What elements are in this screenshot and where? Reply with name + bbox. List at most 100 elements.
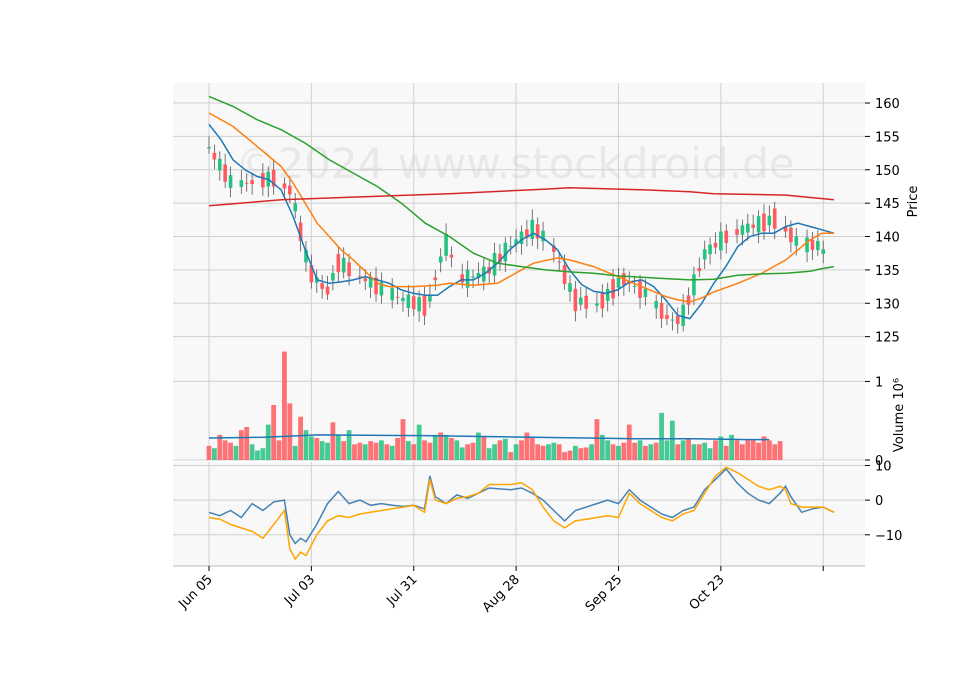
candle	[816, 230, 820, 256]
volume-bar	[589, 444, 594, 460]
candle	[600, 284, 605, 318]
volume-bar	[287, 403, 293, 460]
volume-bar	[400, 419, 406, 460]
candle	[756, 210, 761, 244]
volume-bar	[379, 440, 384, 460]
volume-bar	[470, 442, 476, 460]
volume-bar	[718, 436, 724, 460]
price-tick-label: 155	[875, 130, 900, 145]
volume-bar	[314, 438, 320, 460]
ma_200-line	[208, 187, 835, 207]
volume-bar	[217, 434, 223, 460]
osc_slow-line	[208, 466, 835, 561]
volume-bar	[513, 444, 519, 460]
candle	[465, 260, 470, 298]
volume-bar	[492, 444, 497, 460]
volume-bar	[621, 442, 627, 460]
candle	[374, 267, 378, 302]
volume-bar	[432, 434, 438, 460]
volume-bar	[346, 430, 352, 460]
candle	[449, 246, 454, 268]
volume-bar	[777, 441, 783, 460]
volume-bar	[427, 442, 433, 460]
volume-bar	[308, 436, 314, 460]
candle	[207, 136, 211, 154]
candle	[271, 160, 276, 195]
candle	[616, 267, 621, 297]
volume-bar	[502, 438, 508, 460]
ma_mid-line	[208, 112, 834, 303]
volume-average-line	[208, 434, 770, 441]
volume-bar	[524, 432, 530, 460]
candle	[217, 151, 222, 181]
volume-bar	[319, 441, 325, 460]
volume-bar	[637, 440, 643, 460]
candle	[745, 213, 750, 241]
volume-bar	[659, 412, 664, 460]
volume-tick-label: 0	[875, 454, 883, 469]
candle	[708, 237, 712, 265]
x-tick-label: Aug 28	[480, 572, 523, 615]
candle	[514, 229, 518, 253]
candle	[401, 291, 405, 312]
volume-bar	[756, 442, 761, 460]
candle	[573, 281, 578, 322]
candle	[632, 275, 637, 294]
volume-bar	[303, 430, 309, 460]
candle	[379, 272, 384, 304]
volume-bar	[766, 440, 772, 460]
volume-bar	[745, 440, 751, 460]
volume-bar	[454, 440, 460, 460]
volume-bar	[330, 422, 336, 460]
volume-bar	[556, 444, 562, 460]
volume-bar	[551, 442, 557, 460]
osc-tick-label: 10	[875, 459, 892, 474]
candle	[541, 221, 545, 251]
volume-bar	[653, 442, 659, 460]
volume-bar	[481, 436, 487, 460]
volume-bar	[740, 444, 745, 460]
price-tick-label: 140	[875, 231, 900, 246]
volume-bar	[341, 441, 347, 460]
candle	[244, 173, 249, 192]
candle	[320, 274, 324, 299]
volume-bar	[583, 447, 589, 460]
volume-bar	[405, 441, 411, 460]
candle	[358, 265, 362, 284]
volume-bar	[411, 444, 417, 460]
candle	[304, 240, 308, 272]
candle	[713, 232, 718, 255]
candle	[568, 274, 572, 302]
candle	[584, 287, 588, 319]
volume-bar	[335, 434, 341, 460]
volume-bar	[465, 444, 471, 460]
candle	[331, 264, 335, 291]
volume-bar	[416, 424, 422, 460]
candle	[239, 169, 244, 194]
x-tick-label: Sep 25	[583, 572, 626, 615]
volume-bar	[276, 440, 282, 460]
candle	[530, 209, 535, 246]
volume-bar	[438, 432, 444, 460]
volume-bar	[368, 441, 374, 460]
oscillator-panel	[173, 462, 865, 566]
price-tick-label: 145	[875, 197, 900, 212]
ma_short-line	[208, 123, 835, 320]
price-tick-label: 130	[875, 297, 900, 312]
candle	[724, 224, 729, 254]
candle	[325, 275, 330, 300]
candle	[508, 236, 513, 255]
volume-bar	[508, 452, 514, 460]
volume-bar	[211, 448, 217, 460]
volume-bar	[626, 424, 632, 460]
volume-bar	[529, 438, 535, 460]
volume-bar	[271, 405, 277, 460]
volume-bar	[761, 436, 767, 460]
volume-bar	[325, 442, 330, 460]
candle	[390, 278, 394, 309]
osc-tick-label: −10	[875, 529, 902, 544]
candle	[417, 290, 421, 322]
candle	[298, 215, 303, 252]
volume-bar	[357, 442, 363, 460]
